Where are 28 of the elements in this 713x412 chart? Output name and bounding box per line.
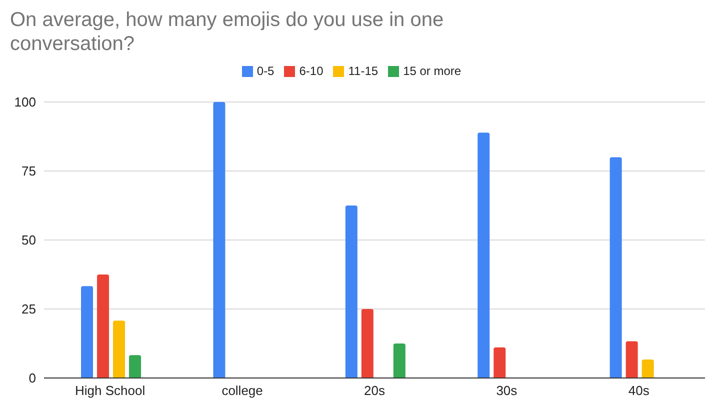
- bar: [345, 206, 358, 378]
- x-tick-label: 40s: [628, 383, 650, 398]
- y-tick-label: 0: [28, 370, 36, 386]
- bar: [626, 341, 638, 378]
- y-tick-label: 75: [22, 164, 36, 179]
- legend-label: 11-15: [348, 64, 378, 78]
- bar: [494, 347, 506, 378]
- y-tick-label: 50: [22, 232, 36, 248]
- x-tick-label: college: [222, 383, 263, 398]
- bar: [478, 132, 490, 378]
- x-tick-label: 30s: [496, 383, 518, 398]
- bar: [81, 286, 94, 378]
- y-tick-label: 25: [22, 302, 36, 317]
- x-tick-label: 20s: [364, 383, 386, 398]
- bar: [213, 102, 226, 378]
- x-tick-label: High School: [75, 383, 146, 398]
- y-tick-label: 100: [14, 94, 36, 110]
- bar: [129, 355, 142, 378]
- legend-label: 15 or more: [403, 64, 462, 78]
- bar: [97, 274, 110, 378]
- bar: [642, 360, 654, 378]
- bar: [610, 157, 622, 378]
- bar: [361, 309, 374, 378]
- legend-label: 0-5: [256, 64, 274, 78]
- chart-title: On average, how many emojis do you use in one conversation?: [10, 8, 445, 56]
- bar: [113, 320, 126, 378]
- bar: [393, 344, 406, 378]
- legend-label: 6-10: [299, 64, 324, 78]
